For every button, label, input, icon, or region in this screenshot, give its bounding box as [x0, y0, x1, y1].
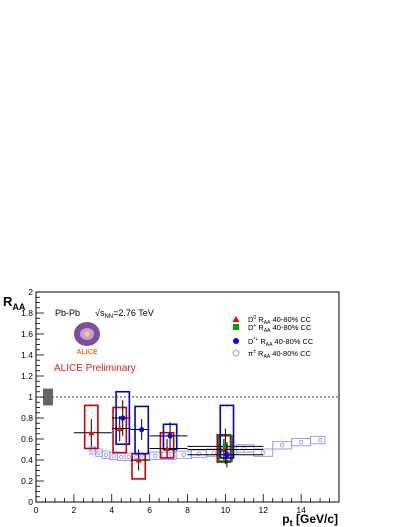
legend-dstar-marker	[233, 338, 239, 344]
alice-logo-text: ALICE	[77, 349, 98, 356]
y-tick-label: 1.6	[21, 329, 33, 339]
x-tick-label: 4	[109, 505, 114, 515]
pion-point	[134, 454, 139, 460]
x-tick-label: 6	[147, 505, 152, 515]
d0-sys-box	[83, 404, 99, 450]
pion-sys-box	[291, 437, 312, 447]
x-tick-label: 14	[296, 505, 306, 515]
normalization-box	[43, 388, 53, 406]
pion-point	[96, 450, 101, 455]
legend-d0-label: D0 RAA 40-80% CC	[248, 315, 312, 326]
pion-point	[181, 452, 186, 458]
dstar-point	[167, 433, 173, 439]
x-axis-label: pt [GeV/c]	[282, 512, 338, 527]
pion-sys-box	[236, 444, 255, 453]
pion-point	[118, 454, 124, 460]
pion-point	[196, 451, 202, 456]
d0-sys-box	[159, 431, 175, 459]
pion-point	[261, 450, 266, 455]
pion-sys-box	[190, 449, 207, 458]
pion-sys-box	[101, 450, 111, 459]
d0-sys-box	[216, 433, 232, 463]
y-axis-label: RAA	[3, 294, 26, 312]
dplus-point	[222, 443, 228, 449]
legend-d0-marker	[232, 316, 240, 322]
pion-point	[111, 453, 116, 459]
y-tick-label: 0.8	[21, 413, 33, 423]
pion-point	[90, 448, 96, 453]
d0-point	[88, 429, 95, 436]
pion-sys-box	[253, 448, 274, 457]
legend-dstar-label: D*+ RAA 40-80% CC	[248, 337, 314, 348]
x-tick-label: 12	[259, 505, 269, 515]
y-tick-label: 1.2	[21, 371, 33, 381]
pion-sys-box	[116, 452, 126, 462]
x-tick-label: 0	[34, 505, 39, 515]
energy-label: √sNN=2.76 TeV	[95, 308, 154, 320]
legend-dplus-marker	[233, 324, 239, 330]
pion-point	[279, 443, 285, 448]
y-tick-label: 0	[28, 497, 33, 507]
d0-point	[164, 445, 171, 451]
pion-point	[103, 452, 109, 458]
system-label: Pb-Pb	[55, 308, 80, 318]
d0-sys-box	[112, 406, 128, 454]
x-tick-label: 8	[185, 505, 190, 515]
dstar-sys-box	[134, 405, 150, 455]
y-tick-label: 0.4	[21, 455, 33, 465]
y-tick-label: 2	[28, 287, 33, 297]
legend-pion-marker	[232, 349, 240, 357]
y-tick-label: 1.8	[21, 308, 33, 318]
dstar-point	[120, 415, 126, 421]
y-tick-label: 1.4	[21, 350, 33, 360]
pion-point	[211, 450, 217, 455]
x-tick-label: 10	[221, 505, 231, 515]
dstar-point	[224, 452, 230, 458]
pion-point	[317, 437, 323, 443]
pion-sys-box	[272, 441, 293, 450]
y-tick-label: 0.6	[21, 434, 33, 444]
y-tick-label: 1	[28, 392, 33, 402]
legend-dplus-label: D+ RAA 40-80% CC	[248, 323, 312, 334]
y-tick-label: 0.2	[21, 476, 33, 486]
alice-logo: ALICE	[74, 322, 100, 356]
dstar-point	[139, 426, 145, 433]
preliminary-label: ALICE Preliminary	[54, 363, 136, 374]
d0-point	[116, 425, 123, 431]
legend: D0 RAA 40-80% CC D+ RAA 40-80% CC D*+ RA…	[232, 315, 314, 360]
pion-sys-box	[310, 435, 326, 445]
d0-point	[135, 457, 142, 463]
pion-point	[126, 454, 132, 460]
pion-point	[153, 453, 158, 459]
pion-point	[298, 439, 304, 445]
legend-pion-label: π± RAA 40-80% CC	[248, 349, 312, 360]
x-tick-label: 2	[72, 505, 77, 515]
